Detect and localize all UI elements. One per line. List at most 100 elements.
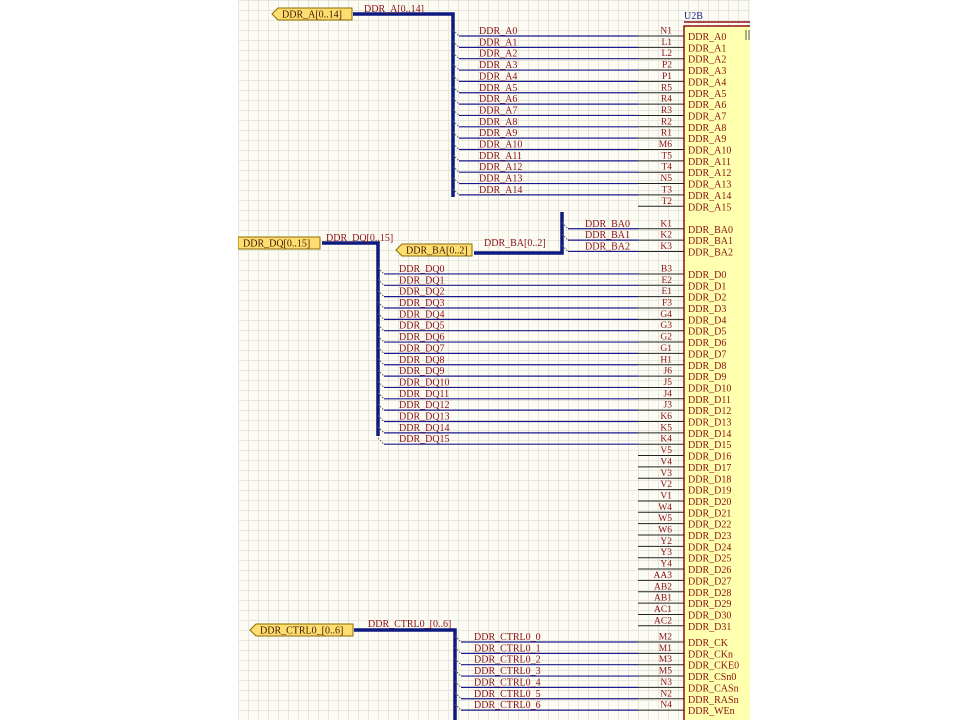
net-label-a: DDR_A4 bbox=[479, 71, 517, 82]
component-body[interactable] bbox=[683, 25, 750, 720]
bus-entry-dq bbox=[377, 426, 385, 434]
schematic-sheet: U2B N1 DDR_A0 L1 DDR_A1 L2 DDR_A2 P2 DDR_A3 P1 DDR… bbox=[238, 4, 750, 720]
net-label-ctrl: DDR_CTRL0_3 bbox=[474, 666, 541, 677]
pin-number: K3 bbox=[660, 242, 672, 252]
pin-number: E1 bbox=[661, 287, 672, 297]
pin-name: DDR_D12 bbox=[688, 406, 731, 417]
pin-number: J6 bbox=[664, 367, 673, 377]
bus-entry-a bbox=[452, 109, 460, 116]
pin-number: G2 bbox=[660, 333, 672, 343]
net-label-dq: DDR_DQ13 bbox=[399, 412, 450, 423]
pin-name: DDR_A13 bbox=[688, 180, 731, 191]
pin-name: DDR_D23 bbox=[688, 531, 731, 542]
pin-name: DDR_CK bbox=[688, 638, 729, 649]
net-label-dq: DDR_DQ8 bbox=[399, 355, 445, 366]
bus-entry-ba bbox=[561, 222, 569, 230]
pin-number: K2 bbox=[660, 231, 672, 241]
bus-entry-dq bbox=[377, 392, 385, 400]
pin-number: R5 bbox=[661, 83, 672, 93]
pin-name: DDR_D22 bbox=[688, 520, 731, 531]
pin-number: T3 bbox=[661, 185, 672, 195]
bus-entry-dq bbox=[377, 267, 385, 275]
pin-number: V4 bbox=[660, 457, 672, 467]
port-ddr-a[interactable] bbox=[271, 7, 353, 21]
pin-number: M2 bbox=[659, 633, 672, 643]
net-label-a: DDR_A1 bbox=[479, 37, 517, 48]
pin-number: N2 bbox=[660, 689, 672, 699]
bus-entry-ctrl bbox=[454, 669, 462, 677]
bus-entry-a bbox=[452, 75, 460, 82]
pin-number: J5 bbox=[664, 378, 673, 388]
pin-number: G3 bbox=[660, 321, 672, 331]
net-label-ba: DDR_BA2 bbox=[585, 241, 630, 252]
net-label-ctrl: DDR_CTRL0_6 bbox=[474, 700, 541, 711]
net-label-dq: DDR_DQ9 bbox=[399, 366, 445, 377]
pin-number: Y2 bbox=[660, 537, 672, 547]
pin-number: L1 bbox=[661, 38, 672, 48]
bus-entry-ctrl bbox=[454, 692, 462, 700]
port-ddr-ba[interactable] bbox=[395, 243, 473, 257]
pin-name: DDR_BA1 bbox=[688, 236, 733, 247]
net-label-dq: DDR_DQ12 bbox=[399, 400, 450, 411]
pin-name: DDR_D18 bbox=[688, 474, 731, 485]
pin-name: DDR_CSn0 bbox=[688, 672, 736, 683]
pin-name: DDR_D1 bbox=[688, 281, 726, 292]
pin-name: DDR_D31 bbox=[688, 622, 731, 633]
pin-name: DDR_D30 bbox=[688, 610, 731, 621]
pin-name: DDR_A7 bbox=[688, 111, 726, 122]
pin-name: DDR_D24 bbox=[688, 542, 731, 553]
net-label-dq: DDR_DQ6 bbox=[399, 332, 445, 343]
bus-entry-dq bbox=[377, 290, 385, 298]
pin-name: DDR_A10 bbox=[688, 146, 731, 157]
bus-entry-ctrl bbox=[454, 658, 462, 666]
pin-number: AA3 bbox=[654, 571, 673, 581]
net-label-dq: DDR_DQ7 bbox=[399, 343, 445, 354]
pin-name: DDR_D4 bbox=[688, 315, 726, 326]
pin-number: N4 bbox=[660, 701, 672, 711]
bus-entry-a bbox=[452, 120, 460, 128]
pin-number: R1 bbox=[661, 129, 672, 139]
pin-name: DDR_D5 bbox=[688, 327, 726, 338]
pin-number: N5 bbox=[660, 174, 672, 184]
bus-entry-dq bbox=[377, 403, 385, 411]
bus-entry-dq bbox=[377, 278, 385, 286]
port-ddr-ctrl-label: DDR_CTRL0_[0..6] bbox=[260, 626, 343, 637]
pin-number: W6 bbox=[658, 526, 672, 536]
pin-number: AB2 bbox=[654, 582, 672, 592]
bus-entry-dq bbox=[377, 358, 385, 366]
bus-entry-a bbox=[452, 165, 460, 173]
bus-ba bbox=[474, 212, 564, 255]
bus-entry-ctrl bbox=[454, 635, 462, 643]
port-ddr-dq[interactable] bbox=[238, 236, 321, 250]
pin-name: DDR_D20 bbox=[688, 497, 731, 508]
port-ddr-a-label: DDR_A[0..14] bbox=[282, 10, 342, 21]
bus-entry-a bbox=[452, 177, 460, 184]
port-ddr-ctrl[interactable] bbox=[249, 623, 354, 637]
pin-number: R3 bbox=[661, 106, 672, 116]
pin-number: Y3 bbox=[660, 548, 672, 558]
pin-name: DDR_D19 bbox=[688, 486, 731, 497]
pin-number: M1 bbox=[659, 644, 672, 654]
net-label-ctrl: DDR_CTRL0_0 bbox=[474, 632, 541, 643]
pin-number: M3 bbox=[659, 655, 672, 665]
pin-name: DDR_A14 bbox=[688, 191, 731, 202]
pin-number: R2 bbox=[661, 117, 672, 127]
bus-entry-a bbox=[452, 154, 460, 162]
net-label-dq: DDR_DQ3 bbox=[399, 298, 445, 309]
net-label-dq: DDR_DQ0 bbox=[399, 264, 445, 275]
port-ddr-ba-label: DDR_BA[0..2] bbox=[406, 246, 468, 257]
net-label-a: DDR_A10 bbox=[479, 140, 522, 151]
bus-entry-ctrl bbox=[454, 646, 462, 654]
bus-a bbox=[353, 12, 455, 197]
pin-name: DDR_D13 bbox=[688, 418, 731, 429]
schematic-canvas[interactable]: U2B N1 DDR_A0 L1 DDR_A1 L2 DDR_A2 P2 DDR_A3 P1 DDR… bbox=[238, 0, 750, 720]
pin-number: J4 bbox=[664, 389, 673, 399]
pin-number: K5 bbox=[660, 423, 672, 433]
pin-name: DDR_A12 bbox=[688, 168, 731, 179]
pin-number: B3 bbox=[661, 264, 672, 274]
pin-name: DDR_CKE0 bbox=[688, 661, 739, 672]
net-label-dq: DDR_DQ10 bbox=[399, 377, 450, 388]
pin-name: DDR_D8 bbox=[688, 361, 726, 372]
pin-number: W4 bbox=[658, 503, 672, 513]
bus-entry-a bbox=[452, 97, 460, 105]
